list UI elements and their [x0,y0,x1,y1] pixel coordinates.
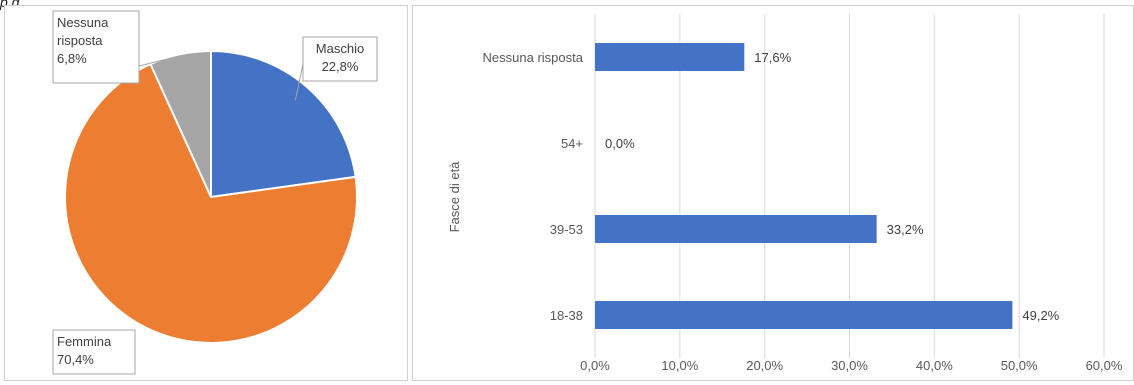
pie-slice-label-2: risposta [57,33,103,48]
pie-leader-line-2 [138,55,181,67]
age-bar-chart: 0,0% 10,0% 20,0% 30,0% 40,0% 50,0% 60,0% Fasce … [447,14,1123,373]
x-tick-label: 0,0% [580,358,610,373]
bar-3 [595,301,1013,329]
pie-label-box-1 [52,329,136,375]
age-bar-chart-panel: 0,0% 10,0% 20,0% 30,0% 40,0% 50,0% 60,0% Fasce … [412,5,1134,381]
x-tick-label: 20,0% [746,358,783,373]
pie-slice-value-1: 70,4% [57,352,94,367]
pie-slice-value-0: 22,8% [322,59,359,74]
pie-label-box-2 [52,10,140,84]
category-label-3: 18-38 [550,308,583,323]
pie-slice-1 [64,62,359,344]
gender-pie-chart: Maschio 22,8% Femmina 70,4% Nessuna risposta 6… [52,10,378,375]
x-tick-label: 30,0% [831,358,868,373]
y-axis-title: Fasce di età [447,161,462,233]
pie-label-box-0 [302,36,378,82]
pie-slice-label-1: Femmina [57,334,112,349]
x-tick-label: 50,0% [1001,358,1038,373]
category-label-2: 39-53 [550,222,583,237]
bar-2 [595,215,877,243]
pie-slice-value-2: 6,8% [57,51,87,66]
pie-slice-label-2: Nessuna [57,15,109,30]
x-tick-label: 60,0% [1086,358,1123,373]
pie-slice-2 [149,49,212,198]
x-tick-label: 10,0% [661,358,698,373]
pie-slice-label-0: Maschio [316,41,364,56]
bar-value-label-0: 17,6% [754,50,791,65]
bar-value-label-2: 33,2% [887,222,924,237]
category-label-0: Nessuna risposta [483,50,584,65]
pie-leader-line-0 [294,63,304,101]
bar-value-label-3: 49,2% [1022,308,1059,323]
bar-value-label-1: 0,0% [605,136,635,151]
pie-slice-0 [210,49,357,199]
x-tick-label: 40,0% [916,358,953,373]
bar-0 [595,43,745,71]
category-label-1: 54+ [561,136,583,151]
gender-pie-chart-panel: Maschio 22,8% Femmina 70,4% Nessuna risposta 6… [4,5,408,381]
